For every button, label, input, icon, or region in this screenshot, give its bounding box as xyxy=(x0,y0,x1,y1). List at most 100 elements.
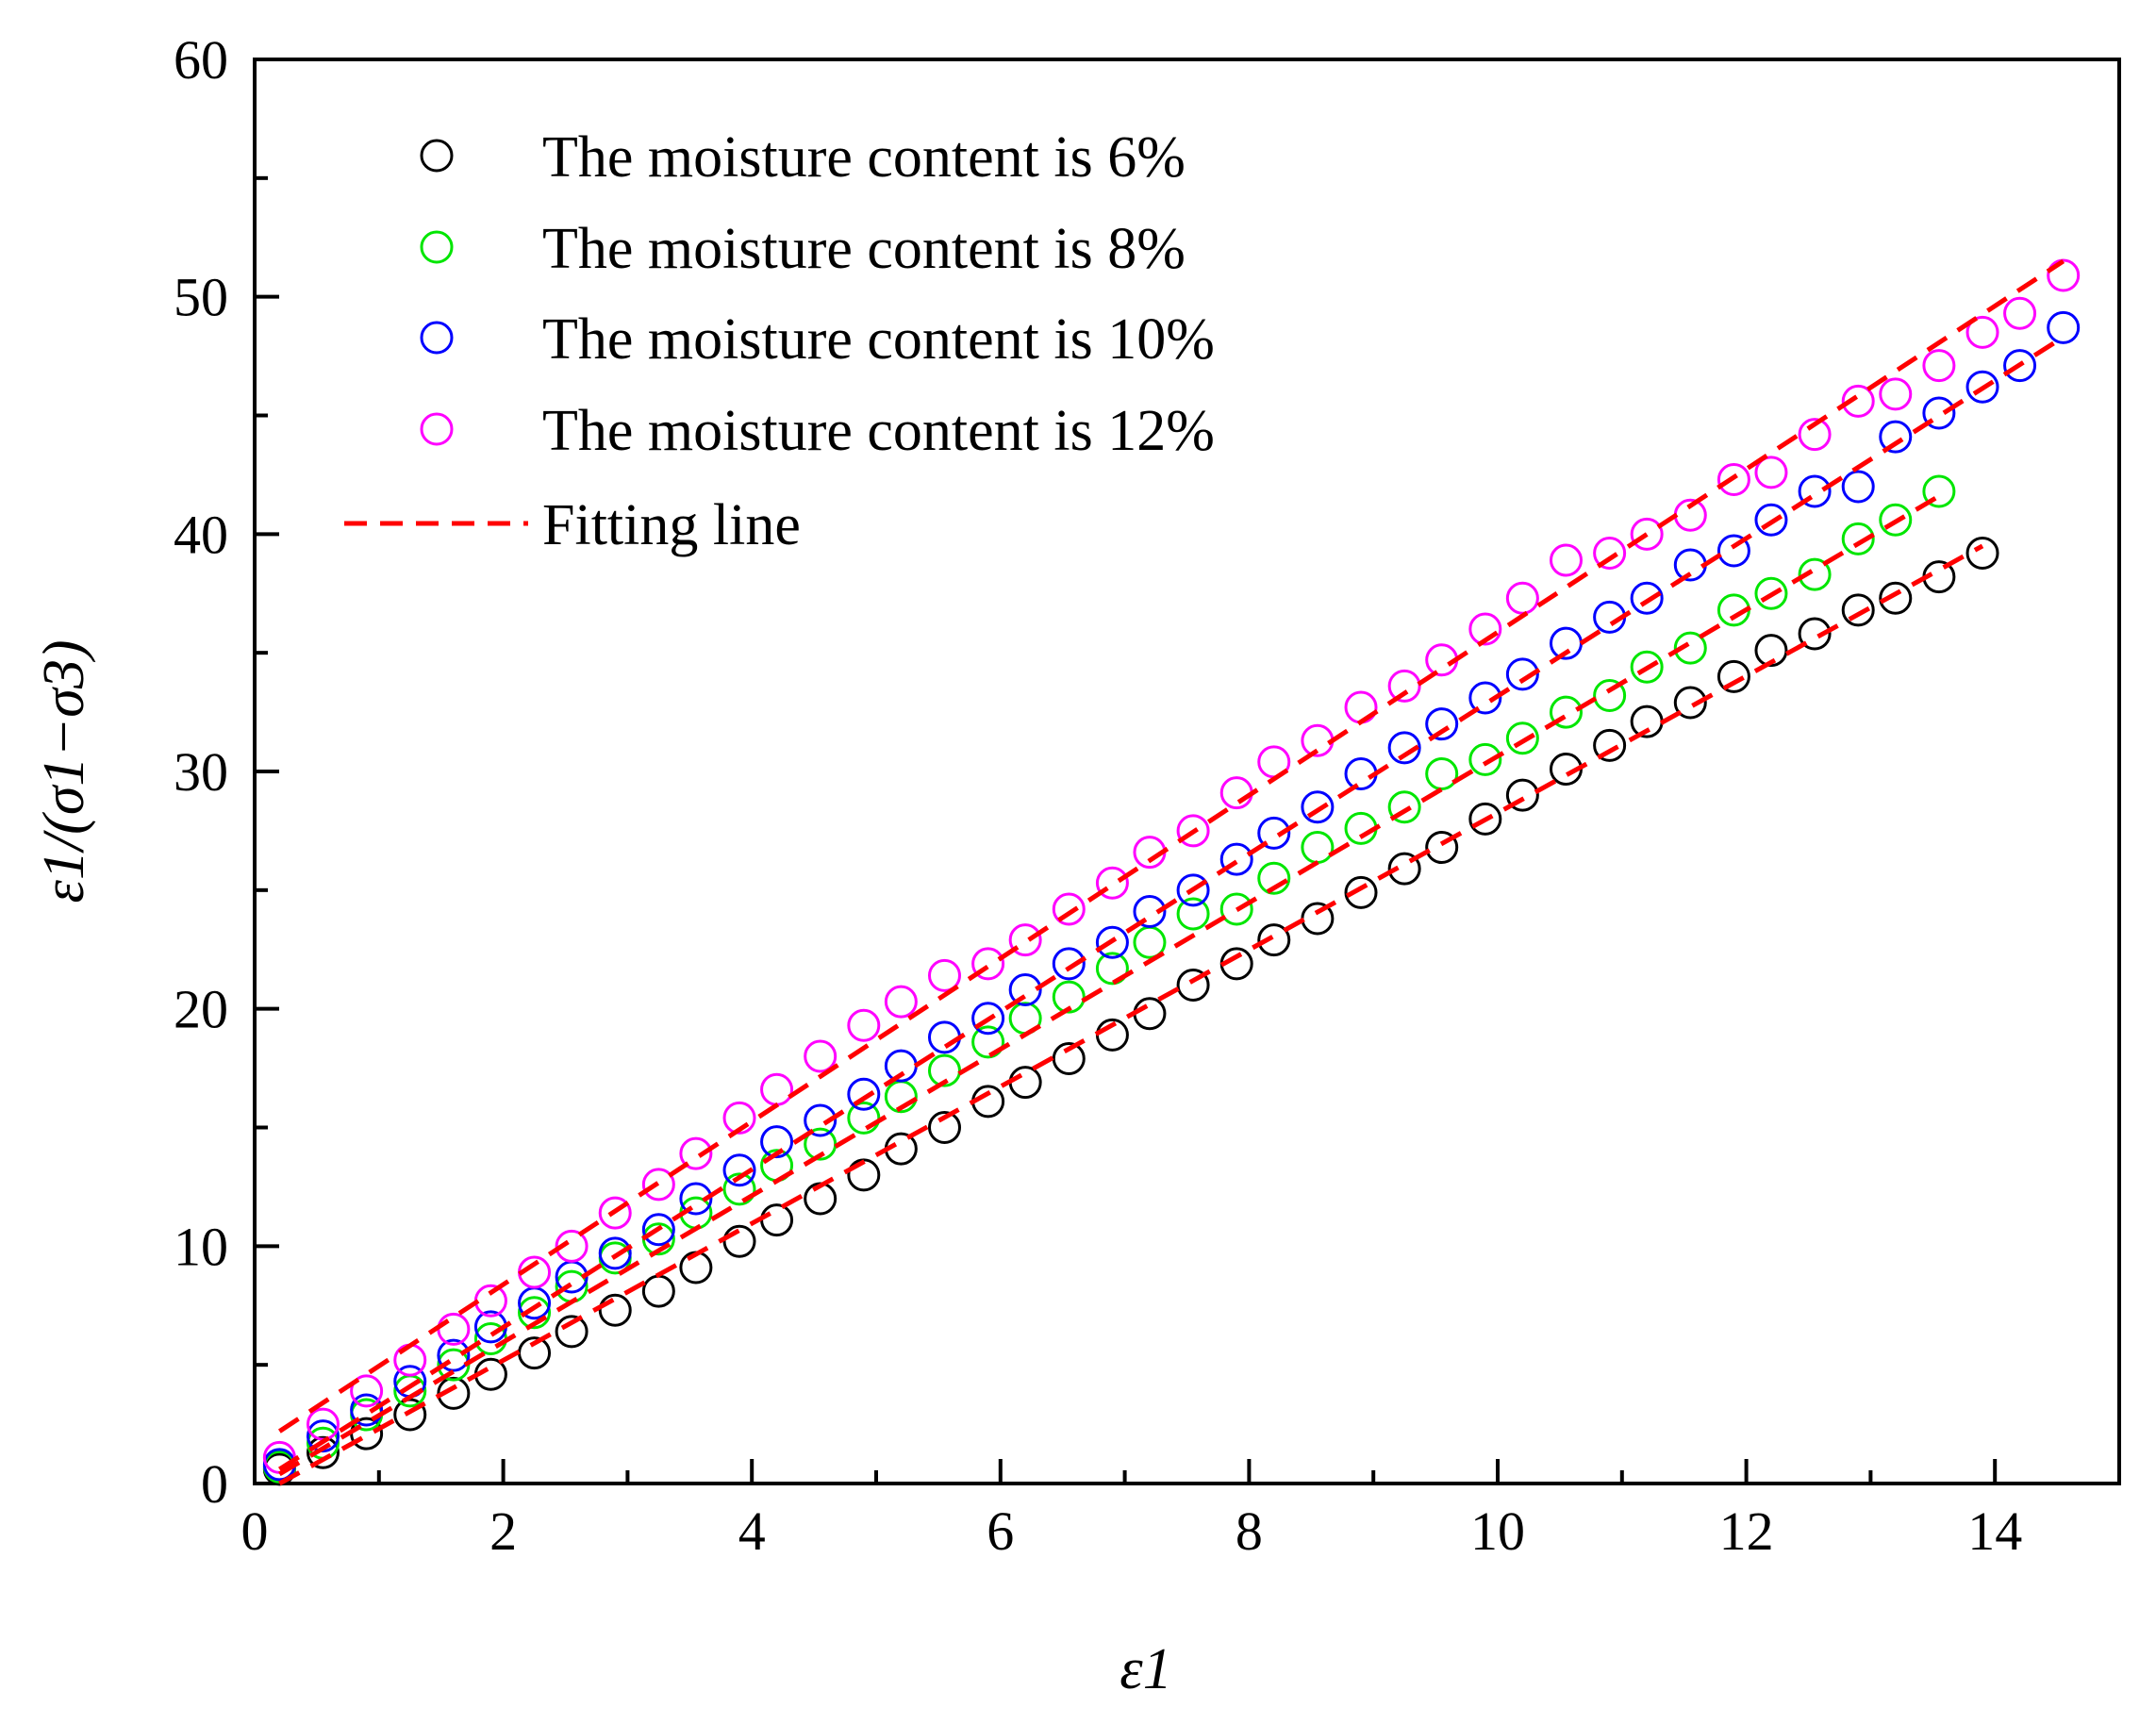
data-point xyxy=(1468,802,1502,836)
data-point xyxy=(679,1136,713,1170)
data-point xyxy=(1630,650,1664,684)
data-point xyxy=(437,1376,471,1410)
data-point xyxy=(847,1158,881,1192)
data-point xyxy=(1008,973,1042,1007)
data-point xyxy=(1965,536,1999,570)
data-point xyxy=(847,1077,881,1111)
data-point xyxy=(555,1229,589,1263)
data-point xyxy=(1468,742,1502,776)
y-tick-label: 30 xyxy=(174,741,228,803)
data-point xyxy=(1841,384,1875,418)
data-point xyxy=(1095,925,1129,959)
data-point xyxy=(555,1315,589,1349)
data-point xyxy=(393,1343,427,1377)
y-tick-label: 20 xyxy=(174,979,228,1040)
data-point xyxy=(1879,420,1913,454)
fitting-line xyxy=(277,258,2065,1434)
data-point xyxy=(2047,258,2081,292)
data-point xyxy=(641,1213,675,1247)
x-tick-label: 0 xyxy=(241,1500,269,1562)
data-point xyxy=(679,1251,713,1285)
data-point xyxy=(1387,669,1421,703)
y-tick-label: 50 xyxy=(174,267,228,328)
data-point xyxy=(518,1296,552,1330)
data-point xyxy=(1425,707,1459,741)
data-point xyxy=(1630,581,1664,615)
y-tick-label: 40 xyxy=(174,504,228,565)
data-point xyxy=(971,947,1005,981)
data-point xyxy=(1754,576,1788,610)
data-point xyxy=(1257,861,1291,895)
data-point xyxy=(1052,980,1086,1014)
data-point xyxy=(804,1039,838,1073)
data-point xyxy=(1593,728,1627,762)
plot-frame xyxy=(253,58,2121,1485)
data-point xyxy=(1922,396,1956,430)
legend-label: The moisture content is 10% xyxy=(542,307,1215,372)
y-tick-label: 0 xyxy=(201,1453,228,1515)
data-point xyxy=(1052,947,1086,981)
legend-marker xyxy=(420,230,454,264)
data-point xyxy=(1754,634,1788,668)
data-point xyxy=(971,1025,1005,1059)
data-point xyxy=(437,1338,471,1372)
data-point xyxy=(1505,778,1539,812)
data-point xyxy=(1841,593,1875,627)
data-point xyxy=(1841,470,1875,504)
data-point xyxy=(1095,952,1129,986)
legend: The moisture content is 6% The moisture c… xyxy=(344,125,1215,557)
data-point xyxy=(1219,776,1253,810)
data-point xyxy=(2003,296,2037,330)
fitting-line xyxy=(278,493,1941,1477)
data-point xyxy=(350,1393,384,1427)
data-point xyxy=(1717,659,1750,693)
data-point xyxy=(1841,522,1875,555)
data-point xyxy=(722,1101,756,1135)
data-point xyxy=(804,1103,838,1137)
data-point xyxy=(1176,897,1210,931)
data-point xyxy=(1387,731,1421,765)
data-point xyxy=(1673,686,1707,720)
data-point xyxy=(1219,842,1253,876)
data-point xyxy=(722,1153,756,1187)
data-point xyxy=(1879,503,1913,537)
x-tick-label: 8 xyxy=(1236,1500,1263,1562)
data-point xyxy=(760,1072,794,1106)
data-point xyxy=(1176,969,1210,1002)
x-tick-label: 6 xyxy=(987,1500,1014,1562)
data-point xyxy=(927,1111,961,1144)
data-point xyxy=(1176,873,1210,907)
data-point xyxy=(1922,474,1956,508)
data-point xyxy=(1301,831,1335,865)
data-point xyxy=(1052,892,1086,926)
data-point xyxy=(1549,695,1583,729)
data-point xyxy=(1505,721,1539,755)
data-point xyxy=(1176,814,1210,848)
data-point xyxy=(1754,456,1788,489)
data-points xyxy=(262,258,2081,1486)
data-point xyxy=(722,1172,756,1206)
data-point xyxy=(927,1020,961,1054)
data-point xyxy=(1922,349,1956,383)
data-point xyxy=(1052,1042,1086,1076)
data-point xyxy=(1593,536,1627,570)
data-point xyxy=(1798,617,1832,651)
data-point xyxy=(2047,310,2081,344)
fitting-line xyxy=(278,543,1984,1486)
data-point xyxy=(1630,517,1664,551)
x-tick-label: 10 xyxy=(1470,1500,1525,1562)
data-point xyxy=(1549,543,1583,577)
data-point xyxy=(1257,923,1291,957)
y-tick-label: 60 xyxy=(174,29,228,91)
data-point xyxy=(1425,831,1459,865)
data-point xyxy=(760,1125,794,1159)
data-point xyxy=(722,1224,756,1258)
data-point xyxy=(847,1101,881,1135)
x-tick-label: 12 xyxy=(1719,1500,1774,1562)
data-point xyxy=(1219,892,1253,926)
legend-marker xyxy=(420,321,454,355)
data-point xyxy=(1798,557,1832,591)
fitting-lines xyxy=(277,258,2065,1486)
data-point xyxy=(1344,690,1378,724)
